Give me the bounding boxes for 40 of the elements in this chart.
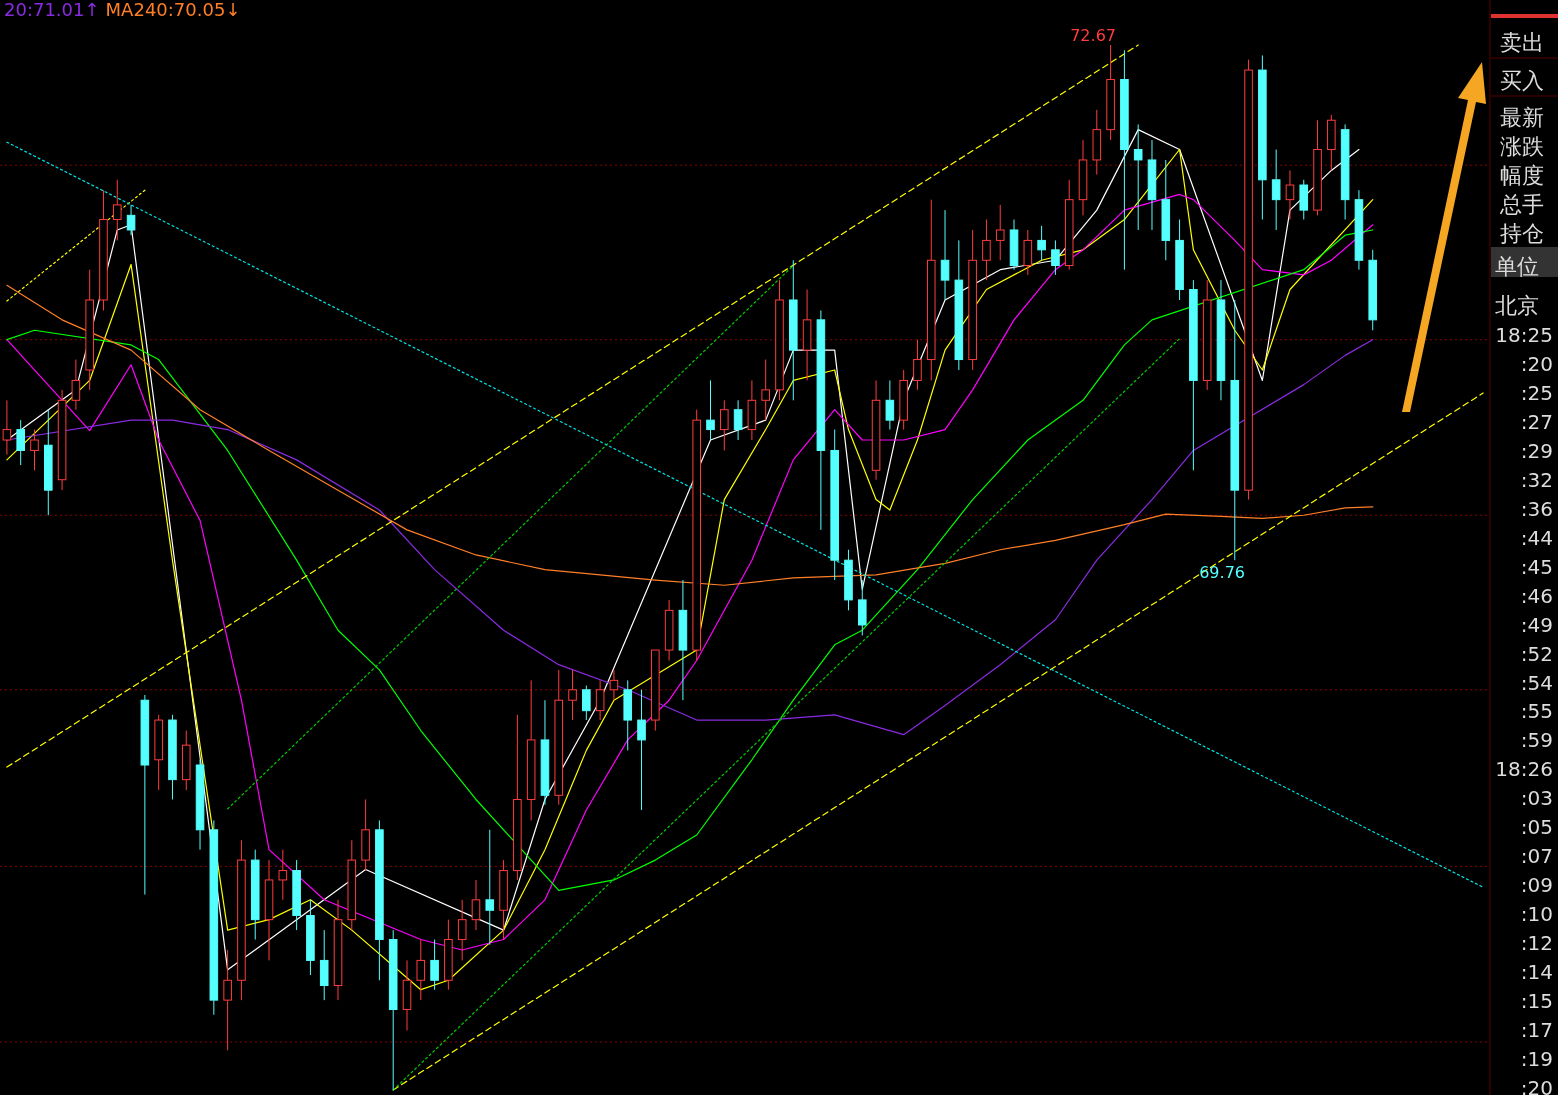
text: 幅度 [1500,163,1544,188]
text: :05 [1520,815,1553,840]
text: :07 [1520,844,1553,869]
text: :36 [1520,496,1553,521]
text: :46 [1520,583,1553,608]
text: :25 [1520,380,1553,405]
text: :03 [1520,786,1553,811]
text: 18:26 [1495,757,1553,782]
text: :15 [1520,989,1553,1014]
text: 总手 [1499,192,1544,217]
annotation: 69.76 [1199,563,1245,582]
text: :17 [1520,1018,1553,1043]
text: MA240:70.05↓ [105,0,241,20]
text: :27 [1520,409,1553,434]
text: 卖出 [1500,30,1544,55]
text: :20 [1520,1075,1553,1095]
text: :09 [1520,873,1553,898]
text: :44 [1520,525,1553,550]
text: :29 [1520,438,1553,463]
text: 买入 [1500,68,1544,93]
text: 18:25 [1495,323,1553,347]
text: :20 [1520,351,1553,376]
text: :10 [1520,902,1553,927]
text: 涨跌 [1500,134,1544,159]
text: :19 [1520,1047,1553,1071]
text: :14 [1520,960,1553,985]
text: :52 [1520,641,1553,666]
text: :54 [1520,670,1553,695]
text: :59 [1520,728,1553,753]
text: 20:71.01↑ [4,0,100,20]
text: 持仓 [1500,221,1544,246]
text: :45 [1520,554,1553,579]
text: 最新 [1500,105,1544,130]
text: :12 [1520,931,1553,956]
text: :55 [1520,699,1553,724]
text: 单位 [1495,254,1539,279]
annotation: 72.67 [1070,26,1116,45]
text: :49 [1520,612,1553,637]
text: :32 [1520,467,1553,492]
text: 北京 [1495,293,1539,318]
